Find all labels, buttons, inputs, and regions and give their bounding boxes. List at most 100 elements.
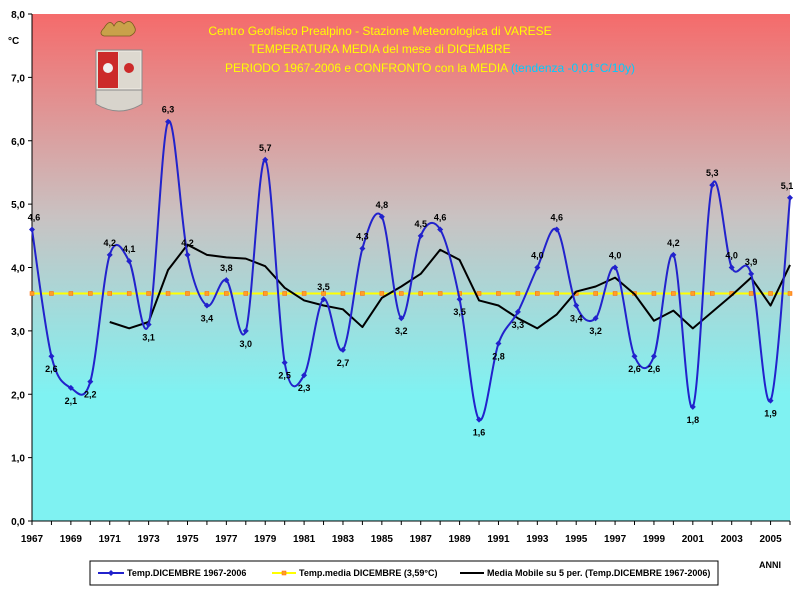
data-label: 4,2 bbox=[103, 238, 116, 248]
data-label: 2,2 bbox=[84, 390, 97, 400]
mean-marker bbox=[554, 291, 560, 296]
temperature-point bbox=[612, 264, 619, 271]
mean-marker bbox=[146, 291, 151, 296]
mean-marker bbox=[126, 291, 132, 296]
x-tick-label: 2005 bbox=[759, 534, 782, 545]
data-label: 2,3 bbox=[298, 383, 311, 393]
temperature-point bbox=[48, 353, 55, 360]
mean-marker bbox=[399, 291, 404, 296]
chart-marks: 4,6 2,6 2,1 2,2 4,2 4,1 3,1 6,3 4,2 3,4 3,8 3,0 5,7 2… bbox=[28, 105, 794, 438]
data-label: 1,9 bbox=[764, 409, 777, 419]
temperature-point bbox=[378, 213, 385, 220]
x-tick-label: 1973 bbox=[137, 534, 160, 545]
y-tick-label: 0,0 bbox=[11, 517, 25, 528]
legend: Temp.DICEMBRE 1967-2006 Temp.media DICEMB… bbox=[89, 560, 719, 586]
data-label: 4,2 bbox=[181, 238, 194, 248]
mean-marker bbox=[282, 291, 287, 296]
mean-marker bbox=[418, 291, 423, 296]
x-tick-label: 1997 bbox=[604, 534, 627, 545]
mean-marker bbox=[690, 291, 696, 296]
data-label: 3,8 bbox=[220, 263, 233, 273]
data-label: 4,2 bbox=[667, 238, 680, 248]
legend-box bbox=[89, 560, 719, 586]
x-tick-label: 1983 bbox=[332, 534, 355, 545]
temperature-point bbox=[184, 251, 191, 258]
data-label: 4,3 bbox=[356, 231, 369, 241]
mean-marker bbox=[49, 291, 54, 296]
mean-marker bbox=[651, 291, 657, 296]
temperature-point bbox=[670, 251, 677, 258]
temperature-point bbox=[398, 315, 405, 322]
y-tick-label: 2,0 bbox=[11, 390, 25, 401]
data-label: 5,7 bbox=[259, 143, 272, 153]
temperature-point bbox=[67, 384, 74, 391]
temperature-point bbox=[262, 156, 269, 163]
chart-trend-note: (tendenza -0,01°C/10y) bbox=[511, 61, 635, 75]
x-tick-label: 1971 bbox=[99, 534, 122, 545]
temperature-point bbox=[242, 327, 249, 334]
data-label: 4,6 bbox=[434, 212, 447, 222]
temperature-point bbox=[767, 397, 774, 404]
mean-marker bbox=[262, 291, 268, 296]
temperature-point bbox=[592, 315, 599, 322]
mean-marker bbox=[379, 291, 385, 296]
data-label: 3,5 bbox=[317, 282, 330, 292]
data-label: 4,6 bbox=[28, 212, 41, 222]
mean-marker bbox=[748, 291, 754, 296]
data-label: 3,5 bbox=[453, 307, 466, 317]
temperature-line bbox=[31, 120, 791, 421]
mean-marker bbox=[107, 291, 112, 296]
temperature-point bbox=[709, 182, 716, 189]
mean-marker bbox=[515, 291, 521, 296]
temperature-point bbox=[514, 308, 521, 315]
mean-marker bbox=[185, 291, 190, 296]
data-label: 3,0 bbox=[240, 339, 253, 349]
mean-marker bbox=[88, 291, 93, 296]
y-tick-label: 4,0 bbox=[11, 264, 25, 275]
x-tick-label: 1981 bbox=[293, 534, 316, 545]
mean-marker bbox=[535, 291, 540, 296]
x-tick-label: 1985 bbox=[371, 534, 394, 545]
temperature-point bbox=[301, 372, 308, 379]
y-axis-unit: °C bbox=[8, 36, 19, 47]
data-label: 4,0 bbox=[531, 251, 544, 261]
data-label: 3,9 bbox=[745, 257, 758, 267]
x-tick-label: 1993 bbox=[526, 534, 549, 545]
temperature-point bbox=[495, 340, 502, 347]
x-tick-label: 1991 bbox=[487, 534, 510, 545]
x-tick-label: 1975 bbox=[176, 534, 199, 545]
y-tick-label: 3,0 bbox=[11, 327, 25, 338]
temperature-point bbox=[650, 353, 657, 360]
temperature-point bbox=[631, 353, 638, 360]
mean-marker bbox=[612, 291, 618, 296]
data-label: 5,3 bbox=[706, 168, 719, 178]
y-tick-label: 1,0 bbox=[11, 454, 25, 465]
data-label: 3,3 bbox=[512, 320, 525, 330]
x-tick-label: 1987 bbox=[410, 534, 433, 545]
chart-title-line-1: Centro Geofisico Prealpino - Stazione Me… bbox=[208, 24, 551, 38]
x-tick-label: 2003 bbox=[721, 534, 744, 545]
data-label: 4,0 bbox=[609, 251, 622, 261]
x-tick-label: 1989 bbox=[448, 534, 471, 545]
temperature-point bbox=[359, 245, 366, 252]
data-label: 5,1 bbox=[781, 181, 794, 191]
mean-marker bbox=[787, 291, 793, 296]
temperature-point bbox=[165, 118, 172, 125]
temperature-point bbox=[145, 321, 152, 328]
mean-marker bbox=[476, 291, 482, 296]
temperature-point bbox=[437, 226, 444, 233]
temperature-point bbox=[787, 194, 793, 201]
mean-marker bbox=[710, 291, 715, 296]
mean-marker bbox=[321, 291, 326, 296]
data-label: 3,4 bbox=[570, 314, 583, 324]
temperature-point bbox=[87, 378, 94, 385]
temperature-point bbox=[456, 296, 463, 303]
x-tick-label: 2001 bbox=[682, 534, 705, 545]
mean-marker bbox=[165, 291, 171, 296]
mean-marker bbox=[593, 291, 598, 296]
mean-marker bbox=[29, 291, 35, 296]
data-label: 4,8 bbox=[376, 200, 389, 210]
chart-title-line-2: TEMPERATURA MEDIA del mese di DICEMBRE bbox=[249, 42, 510, 56]
